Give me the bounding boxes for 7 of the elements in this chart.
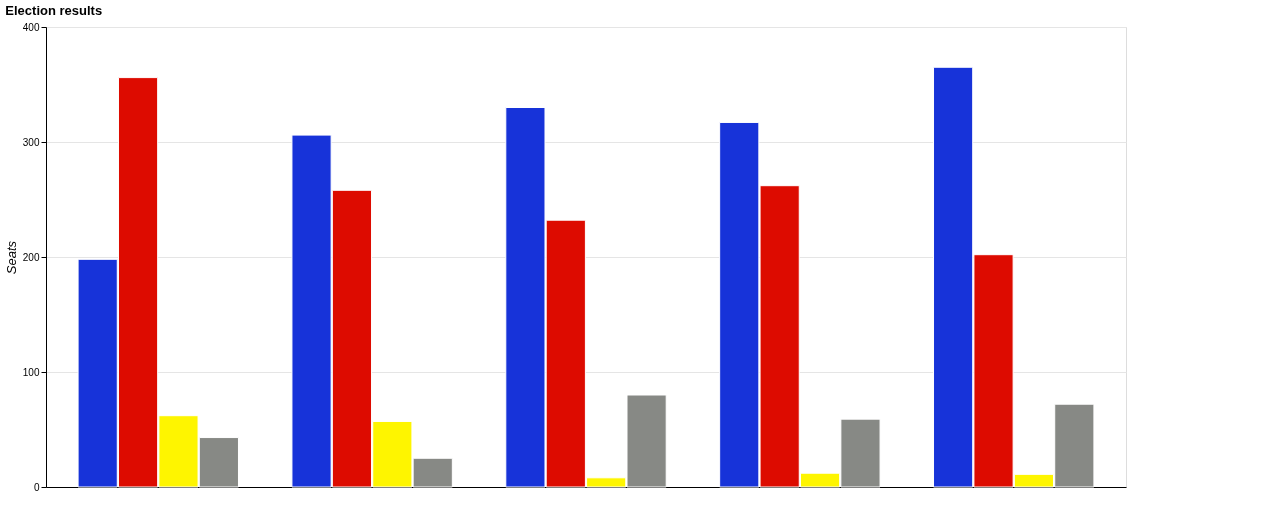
chart-title: Election results (5, 3, 103, 18)
y-tick-label: 300 (22, 136, 40, 148)
y-tick-label: 400 (22, 21, 40, 33)
y-tick-label: 0 (33, 481, 40, 493)
y-axis-title: Seats (3, 240, 19, 275)
y-tick-label: 200 (22, 251, 40, 263)
y-tick-label: 100 (22, 366, 40, 378)
